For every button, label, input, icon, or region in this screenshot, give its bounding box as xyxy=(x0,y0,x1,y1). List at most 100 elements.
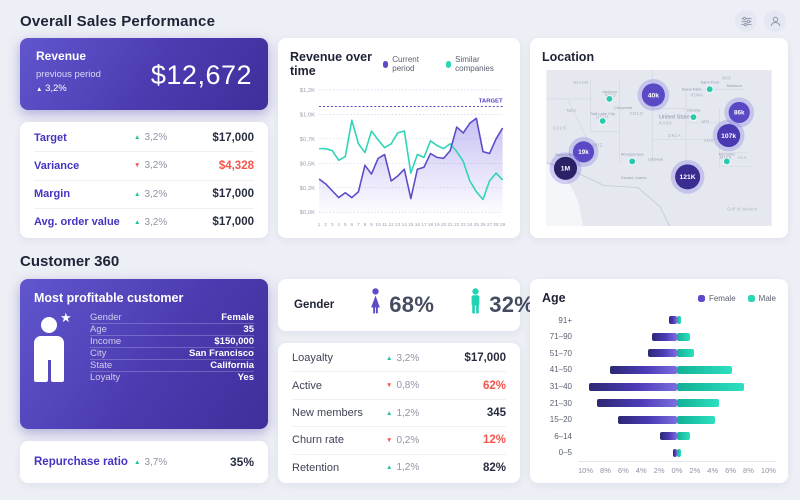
svg-text:Memphis: Memphis xyxy=(719,152,735,157)
section-title-customer-360: Customer 360 xyxy=(20,253,120,270)
axis-tick: 4% xyxy=(707,466,719,475)
female-bar xyxy=(647,349,677,358)
svg-text:15: 15 xyxy=(408,222,414,228)
customer-attribute-row: State California xyxy=(90,359,254,371)
row-change: ▲ 3,2% xyxy=(134,216,168,228)
map-bubble-19k[interactable]: 19k xyxy=(568,136,599,167)
repurchase-label: Repurchase ratio xyxy=(34,456,128,468)
page-title: Overall Sales Performance xyxy=(20,12,216,30)
female-dot-icon xyxy=(697,294,705,302)
svg-text:Salt Lake City: Salt Lake City xyxy=(590,111,615,116)
svg-text:Omaha: Omaha xyxy=(687,107,701,112)
table-row: Margin ▲ 3,2% $17,000 xyxy=(34,179,254,208)
svg-text:Jackson: Jackson xyxy=(602,89,617,94)
svg-text:$1,2K: $1,2K xyxy=(300,88,315,94)
svg-text:6: 6 xyxy=(351,222,354,228)
map-bubble-107k[interactable]: 107k xyxy=(712,119,745,152)
male-bar xyxy=(677,432,690,441)
svg-text:86k: 86k xyxy=(734,110,745,117)
profile-button[interactable] xyxy=(764,10,786,32)
age-card: Age Female Male 91+ 71–90 51–70 41–50 31–40 2… xyxy=(530,279,788,483)
row-label: Variance xyxy=(34,159,80,172)
axis-tick: 6% xyxy=(725,466,737,475)
svg-text:IDAHO: IDAHO xyxy=(573,80,589,85)
svg-text:19: 19 xyxy=(434,222,440,228)
up-arrow-icon: ▲ xyxy=(386,464,393,472)
us-map[interactable]: IDAHOWYONEVUTAHCOLOCALIFARIZOKLAKANSNEBR… xyxy=(542,70,776,226)
customer-attribute-row: Gender Female xyxy=(90,312,254,323)
svg-text:12: 12 xyxy=(389,222,395,228)
location-title: Location xyxy=(542,50,595,64)
legend-similar-companies[interactable]: Similar companies xyxy=(445,55,509,73)
svg-text:Madison: Madison xyxy=(727,83,742,88)
revenue-over-time-card: Revenue over time Current period Similar… xyxy=(278,38,520,238)
male-bar xyxy=(677,349,694,358)
svg-text:$0,7K: $0,7K xyxy=(300,137,315,143)
pyramid-row: 41–50 xyxy=(542,362,776,379)
svg-text:121K: 121K xyxy=(680,174,696,181)
svg-text:OKLA: OKLA xyxy=(668,133,681,138)
legend-female[interactable]: Female xyxy=(697,294,736,303)
male-stat: 32% xyxy=(468,287,534,323)
similar-companies-dot-icon xyxy=(445,60,452,68)
table-row: Retention ▲ 1,2% 82% xyxy=(292,453,506,481)
pyramid-row: 15–20 xyxy=(542,411,776,428)
row-label: Target xyxy=(34,131,67,144)
svg-text:KANS: KANS xyxy=(659,121,672,126)
svg-text:United States: United States xyxy=(659,114,693,120)
pyramid-row: 91+ xyxy=(542,312,776,329)
customer-attribute-row: Age 35 xyxy=(90,323,254,335)
pyramid-row: 71–90 xyxy=(542,329,776,346)
row-label: Avg. order value xyxy=(34,216,120,229)
svg-text:TARGET: TARGET xyxy=(479,99,503,105)
legend-current-period[interactable]: Current period xyxy=(382,55,434,73)
legend-male[interactable]: Male xyxy=(747,294,776,303)
female-percentage: 68% xyxy=(389,292,435,317)
female-icon xyxy=(368,287,383,323)
male-bar xyxy=(677,316,682,325)
svg-text:11: 11 xyxy=(382,222,387,228)
male-dot-icon xyxy=(747,294,755,302)
revenue-chart-legend: Current period Similar companies xyxy=(382,55,509,73)
svg-text:COLO: COLO xyxy=(630,111,644,116)
row-value: 62% xyxy=(482,379,506,392)
female-bar xyxy=(618,415,677,424)
person-icon: ★ xyxy=(34,310,80,383)
svg-text:WIS: WIS xyxy=(722,75,731,80)
svg-text:MO: MO xyxy=(702,119,710,124)
customer-attribute-row: Income $150,000 xyxy=(90,335,254,347)
map-bubble-1M[interactable]: 1M xyxy=(549,152,582,185)
svg-text:3: 3 xyxy=(331,222,334,228)
age-chart-legend: Female Male xyxy=(697,294,776,303)
top-board: Revenue previous period ▲ 3,2% $12,672 T… xyxy=(0,38,800,238)
down-arrow-icon: ▼ xyxy=(134,162,141,170)
row-change: ▲ 3,2% xyxy=(386,352,420,364)
svg-text:Cheyenne: Cheyenne xyxy=(614,105,633,110)
map-bubble-86k[interactable]: 86k xyxy=(724,97,755,128)
axis-tick: 2% xyxy=(653,466,665,475)
svg-text:7: 7 xyxy=(357,222,360,228)
us-map-svg: IDAHOWYONEVUTAHCOLOCALIFARIZOKLAKANSNEBR… xyxy=(546,70,772,226)
male-bar xyxy=(677,365,732,374)
svg-text:22: 22 xyxy=(454,222,460,228)
male-bar xyxy=(677,382,745,391)
settings-button[interactable] xyxy=(735,10,757,32)
location-card: Location IDAHO WYO NEV UTAH COLO CALIF ARIZ OKL… xyxy=(530,38,788,238)
male-bar xyxy=(677,448,682,457)
map-bubble-40k[interactable]: 40k xyxy=(637,79,670,111)
map-bubble-121K[interactable]: 121K xyxy=(670,160,705,194)
svg-text:NEV: NEV xyxy=(567,108,577,113)
svg-text:Ciudad Juárez: Ciudad Juárez xyxy=(621,175,647,180)
customer-card-title: Most profitable customer xyxy=(34,291,184,305)
svg-text:$0,5K: $0,5K xyxy=(300,161,315,167)
row-value: $17,000 xyxy=(464,352,506,365)
svg-text:18: 18 xyxy=(428,222,434,228)
svg-text:24: 24 xyxy=(467,222,473,228)
table-row: Churn rate ▼ 0,2% 12% xyxy=(292,426,506,453)
row-value: 12% xyxy=(482,434,506,447)
current-period-dot-icon xyxy=(382,60,389,68)
row-label: New members xyxy=(292,407,363,420)
svg-text:Bakersfield: Bakersfield xyxy=(555,152,575,157)
header-actions xyxy=(735,10,786,32)
